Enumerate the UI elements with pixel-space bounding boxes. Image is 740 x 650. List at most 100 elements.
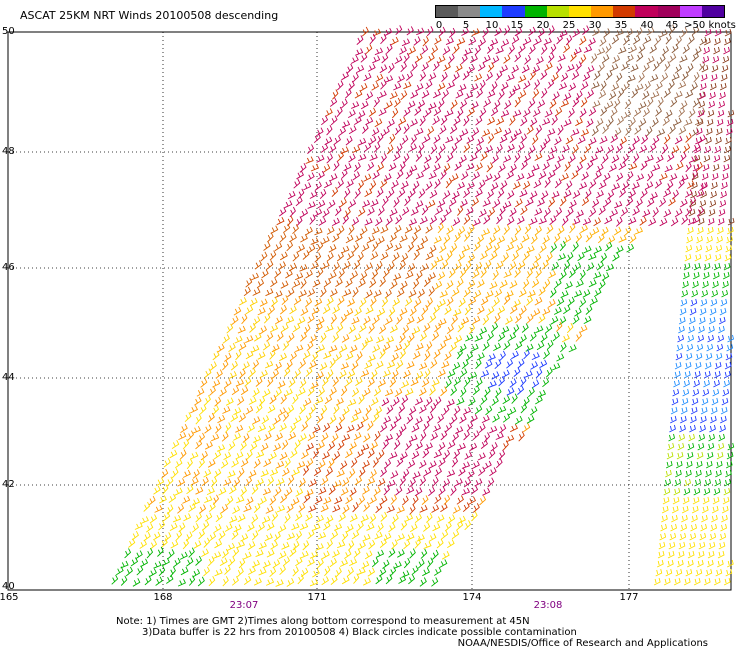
wind-barb [346,63,354,74]
wind-barb [337,178,344,189]
wind-barb [450,385,458,396]
wind-barb [529,69,536,81]
wind-barb [497,235,506,244]
wind-barb [382,268,390,279]
wind-barb [620,207,629,217]
wind-barb [568,268,576,279]
wind-barb [451,143,458,154]
wind-barb [607,235,616,244]
wind-barb [320,504,329,513]
wind-barb [214,423,222,434]
wind-barb [491,371,500,380]
wind-barb [354,307,362,317]
wind-barb [425,341,433,352]
wind-barb [496,116,505,126]
wind-barb [611,82,620,92]
wind-barb [532,108,541,117]
wind-barb [368,107,377,117]
wind-barb [252,387,260,398]
wind-barb [563,234,572,244]
wind-barb [657,550,665,559]
wind-barb [417,558,425,569]
wind-barb [432,304,440,315]
wind-barb [683,487,691,496]
wind-barb [394,224,402,234]
wind-barb [521,323,529,333]
wind-barb [194,396,202,406]
wind-barb [722,280,729,289]
wind-barb [274,242,283,252]
wind-barb [471,460,480,469]
wind-barb [526,170,535,180]
wind-barb [253,458,261,469]
wind-barb [441,71,448,83]
wind-barb [414,487,423,497]
wind-barb [339,558,349,567]
wind-barb [575,279,584,288]
wind-barb [685,469,692,478]
wind-barb [380,422,388,433]
wind-barb [237,396,245,406]
wind-barb [419,331,427,342]
wind-barb [249,441,258,452]
wind-barb [632,153,640,164]
wind-barb [573,289,583,298]
wind-barb [320,404,328,416]
wind-barb [316,514,325,523]
wind-barb [367,354,376,362]
wind-barb [361,443,370,452]
wind-barb [691,25,700,36]
wind-barb [292,251,300,262]
wind-barb [514,27,523,37]
wind-barb [506,170,514,180]
wind-barb [416,314,425,324]
wind-barb [389,566,397,577]
wind-barb [503,154,512,163]
wind-barb [635,27,643,38]
wind-barb [291,497,300,506]
wind-barb [478,466,486,477]
wind-barb [684,118,693,126]
wind-barb [398,187,406,198]
wind-barb [621,181,630,191]
wind-barb [379,276,386,288]
wind-barb [149,514,158,524]
legend-label: 15 [510,20,524,31]
wind-barb [330,115,338,126]
wind-barb [464,520,472,531]
wind-barb [505,316,513,325]
wind-barb [443,163,451,173]
wind-barb [659,532,667,541]
wind-barb [461,359,469,370]
wind-barb [437,413,445,424]
wind-barb [725,352,733,361]
wind-barb [179,551,188,560]
wind-barb [538,286,546,297]
wind-barb [512,324,520,335]
wind-barb [309,214,316,225]
wind-barb [345,449,353,459]
wind-barb [687,550,695,559]
wind-barb [306,457,314,468]
wind-barb [526,415,535,424]
wind-barb [556,154,565,163]
wind-barb [224,564,231,575]
wind-barb [268,304,275,316]
wind-barb [454,232,461,243]
wind-barb [689,415,697,424]
wind-barb [401,206,410,216]
wind-barb [293,178,301,189]
wind-barb [621,62,629,71]
wind-barb [605,100,614,110]
wind-barb [380,153,387,164]
wind-barb [618,234,627,243]
wind-barb [695,127,703,136]
wind-barb [455,63,463,73]
wind-barb [393,82,402,91]
wind-barb [617,87,625,99]
wind-barb [399,260,406,271]
wind-barb [408,332,415,344]
wind-barb [615,143,623,154]
wind-barb [379,64,388,74]
wind-barb [499,134,508,144]
